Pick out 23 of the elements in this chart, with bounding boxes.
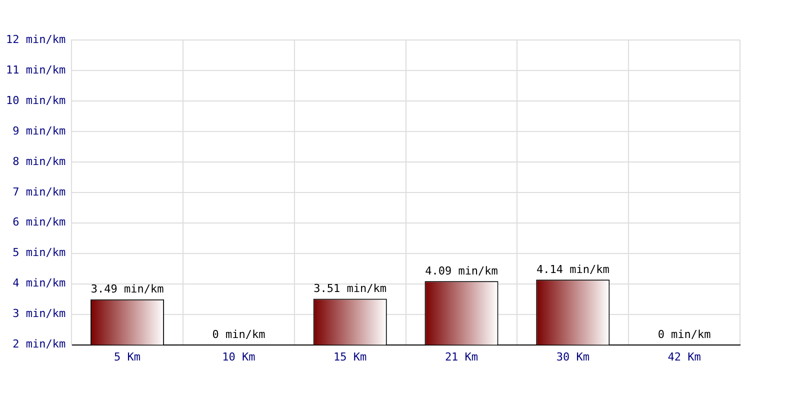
y-tick-label: 12 min/km: [6, 32, 66, 46]
y-tick-label: 9 min/km: [12, 124, 66, 138]
data-label: 4.14 min/km: [536, 262, 610, 276]
data-label: 4.09 min/km: [425, 264, 498, 278]
x-tick-label: 10 Km: [222, 350, 256, 364]
x-tick-label: 42 Km: [668, 350, 702, 364]
y-tick-label: 5 min/km: [12, 246, 66, 260]
x-tick-label: 15 Km: [334, 350, 368, 364]
y-tick-label: 11 min/km: [6, 63, 66, 76]
text: 0 min/km: [212, 328, 266, 342]
y-tick-label: 8 min/km: [12, 154, 66, 168]
y-tick-label: 10 min/km: [6, 94, 66, 107]
text: 0 min/km: [658, 328, 711, 342]
x-tick-label: 5 Km: [114, 350, 141, 364]
x-tick-label: 21 Km: [444, 350, 478, 364]
y-tick-label: 7 min/km: [12, 185, 66, 198]
y-tick-label: 2 min/km: [12, 338, 66, 351]
x-tick-label: 30 Km: [556, 350, 590, 364]
y-tick-label: 3 min/km: [12, 307, 66, 320]
data-label: 3.49 min/km: [90, 282, 164, 296]
y-tick-label: 4 min/km: [12, 276, 66, 290]
data-label: 3.51 min/km: [314, 282, 387, 296]
y-tick-label: 6 min/km: [12, 216, 66, 229]
